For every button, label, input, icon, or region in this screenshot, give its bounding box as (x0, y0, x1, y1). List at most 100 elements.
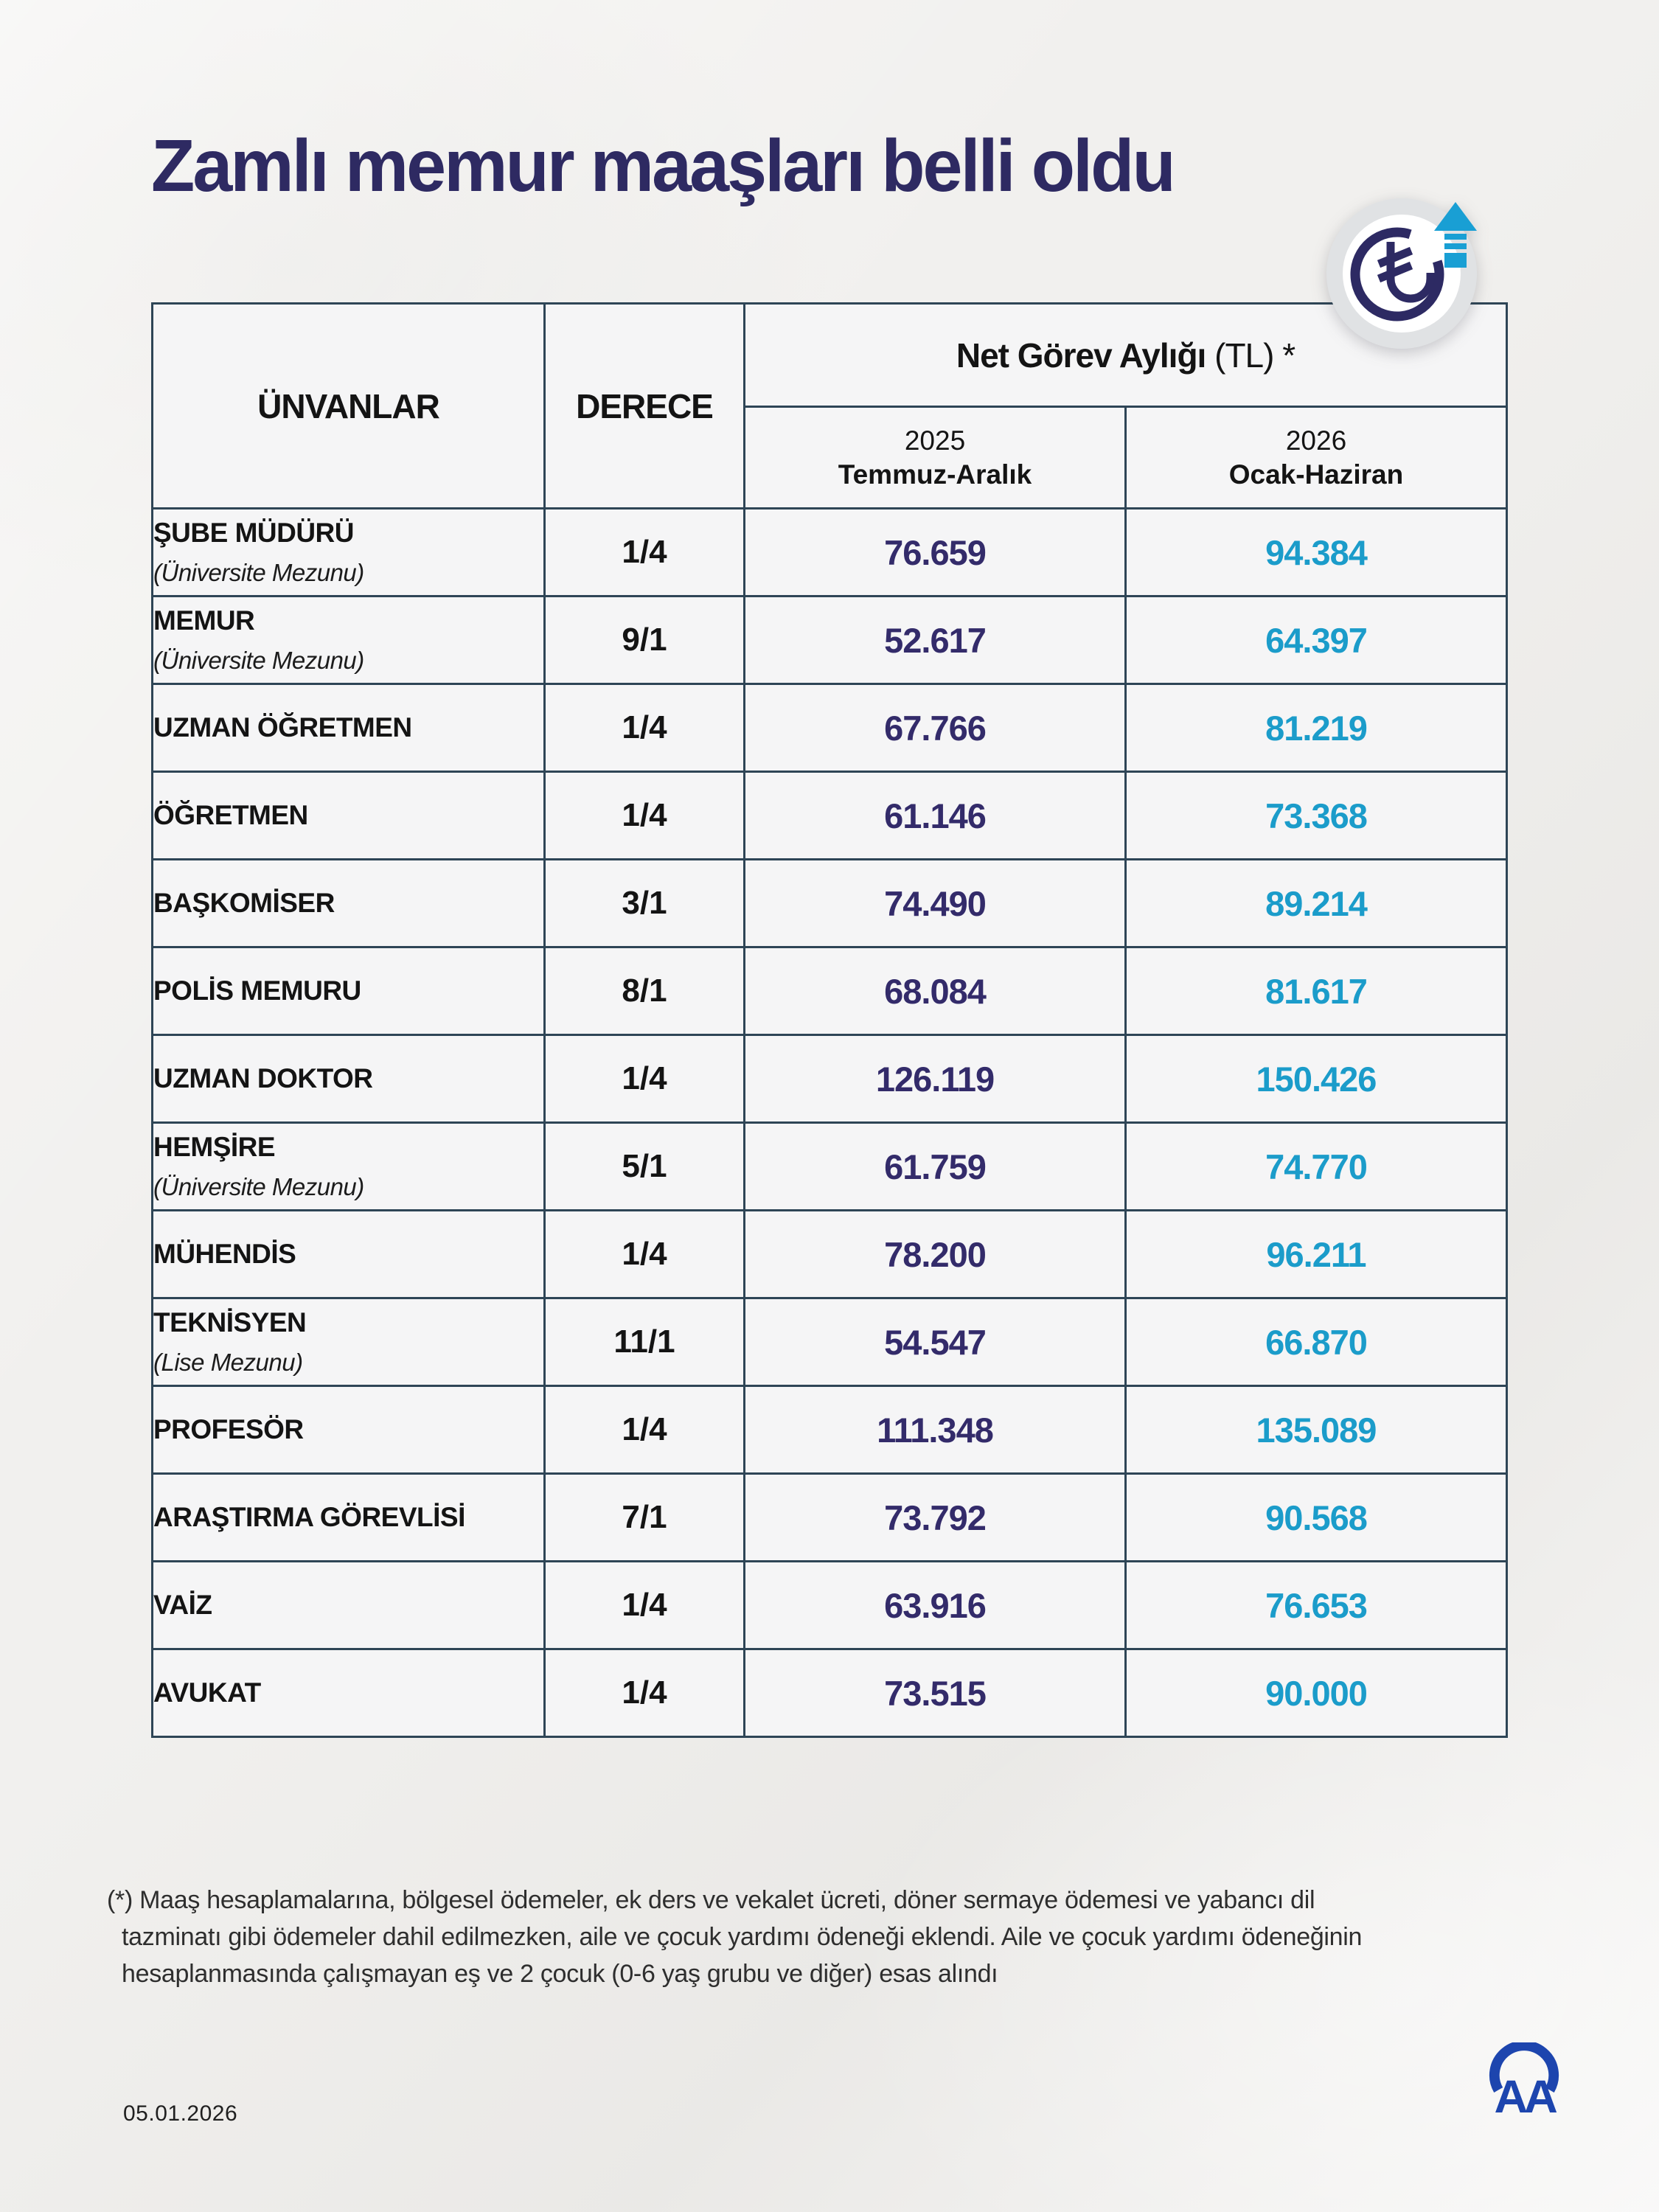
header-months-2025: Temmuz-Aralık (838, 459, 1032, 490)
page-title: Zamlı memur maaşları belli oldu (151, 125, 1176, 207)
row-title-cell: BAŞKOMİSER (151, 858, 546, 948)
lira-increase-icon-svg (1326, 198, 1477, 349)
row-title-cell: PROFESÖR (151, 1385, 546, 1475)
header-year-2026: 2026 (1285, 425, 1347, 456)
row-value-2026: 135.089 (1124, 1385, 1508, 1475)
table-header-row-1: ÜNVANLAR DERECE Net Görev Aylığı (TL) * (151, 302, 1508, 509)
row-title: UZMAN DOKTOR (153, 1063, 373, 1093)
row-value-2026: 66.870 (1124, 1297, 1508, 1387)
header-period-2026: 2026 Ocak-Haziran (1124, 406, 1508, 509)
header-unvanlar: ÜNVANLAR (151, 302, 546, 509)
row-value-2026: 76.653 (1124, 1560, 1508, 1650)
row-derece: 1/4 (543, 771, 745, 860)
row-value-2026: 90.000 (1124, 1648, 1508, 1738)
row-value-2025: 61.759 (743, 1121, 1127, 1211)
aa-logo-text: AA (1494, 2071, 1557, 2123)
row-title: ARAŞTIRMA GÖREVLİSİ (153, 1502, 465, 1532)
lira-symbol (1377, 242, 1435, 303)
row-derece: 9/1 (543, 595, 745, 685)
row-value-2025: 67.766 (743, 683, 1127, 773)
table-row: TEKNİSYEN (Lise Mezunu) 11/1 54.547 66.8… (151, 1297, 1508, 1387)
table-row: UZMAN ÖĞRETMEN 1/4 67.766 81.219 (151, 683, 1508, 773)
row-value-2026: 73.368 (1124, 771, 1508, 860)
row-subtitle: (Üniversite Mezunu) (153, 559, 364, 586)
table-header-row-2: 2025 Temmuz-Aralık 2026 Ocak-Haziran (153, 406, 1508, 509)
header-year-2025: 2025 (904, 425, 966, 456)
row-derece: 7/1 (543, 1472, 745, 1562)
row-value-2026: 89.214 (1124, 858, 1508, 948)
table-row: BAŞKOMİSER 3/1 74.490 89.214 (151, 858, 1508, 948)
row-title: UZMAN ÖĞRETMEN (153, 712, 412, 742)
up-arrow-icon (1434, 202, 1477, 268)
row-value-2026: 74.770 (1124, 1121, 1508, 1211)
row-title-cell: UZMAN ÖĞRETMEN (151, 683, 546, 773)
footnote-line-1: (*) Maaş hesaplamalarına, bölgesel ödeme… (107, 1886, 1315, 1914)
row-title-cell: ÖĞRETMEN (151, 771, 546, 860)
row-value-2026: 64.397 (1124, 595, 1508, 685)
header-derece: DERECE (543, 302, 745, 509)
row-value-2025: 111.348 (743, 1385, 1127, 1475)
row-title-cell: MEMUR (Üniversite Mezunu) (151, 595, 546, 685)
salary-table: ÜNVANLAR DERECE Net Görev Aylığı (TL) * … (151, 302, 1508, 1738)
row-derece: 1/4 (543, 1209, 745, 1299)
row-title: PROFESÖR (153, 1414, 304, 1444)
table-row: MEMUR (Üniversite Mezunu) 9/1 52.617 64.… (151, 595, 1508, 685)
row-derece: 1/4 (543, 1560, 745, 1650)
row-title: TEKNİSYEN (153, 1307, 307, 1338)
date-label: 05.01.2026 (123, 2101, 238, 2126)
row-derece: 1/4 (543, 1385, 745, 1475)
lira-increase-icon (1324, 196, 1479, 351)
row-derece: 11/1 (543, 1297, 745, 1387)
row-value-2025: 52.617 (743, 595, 1127, 685)
row-value-2026: 96.211 (1124, 1209, 1508, 1299)
table-row: UZMAN DOKTOR 1/4 126.119 150.426 (151, 1034, 1508, 1124)
row-title: AVUKAT (153, 1677, 261, 1708)
row-title: MÜHENDİS (153, 1239, 296, 1269)
row-derece: 1/4 (543, 507, 745, 597)
header-period-2025: 2025 Temmuz-Aralık (743, 406, 1127, 509)
row-subtitle: (Lise Mezunu) (153, 1349, 303, 1376)
row-derece: 1/4 (543, 683, 745, 773)
table-row: MÜHENDİS 1/4 78.200 96.211 (151, 1209, 1508, 1299)
row-derece: 3/1 (543, 858, 745, 948)
table-row: ŞUBE MÜDÜRÜ (Üniversite Mezunu) 1/4 76.6… (151, 507, 1508, 597)
row-title-cell: TEKNİSYEN (Lise Mezunu) (151, 1297, 546, 1387)
row-value-2025: 76.659 (743, 507, 1127, 597)
row-title: VAİZ (153, 1590, 212, 1620)
row-title: ÖĞRETMEN (153, 800, 308, 830)
row-title-cell: VAİZ (151, 1560, 546, 1650)
row-value-2025: 73.792 (743, 1472, 1127, 1562)
row-derece: 8/1 (543, 946, 745, 1036)
row-value-2025: 61.146 (743, 771, 1127, 860)
row-value-2025: 74.490 (743, 858, 1127, 948)
aa-agency-logo-svg: AA (1489, 2040, 1561, 2123)
header-net-gorev-note: (TL) * (1214, 335, 1295, 375)
row-value-2026: 90.568 (1124, 1472, 1508, 1562)
row-value-2025: 63.916 (743, 1560, 1127, 1650)
table-row: VAİZ 1/4 63.916 76.653 (151, 1560, 1508, 1650)
header-net-gorev-main: Net Görev Aylığı (956, 335, 1206, 375)
row-derece: 1/4 (543, 1034, 745, 1124)
row-value-2026: 81.617 (1124, 946, 1508, 1036)
row-title-cell: ARAŞTIRMA GÖREVLİSİ (151, 1472, 546, 1562)
row-title-cell: POLİS MEMURU (151, 946, 546, 1036)
row-title-cell: ŞUBE MÜDÜRÜ (Üniversite Mezunu) (151, 507, 546, 597)
row-value-2026: 150.426 (1124, 1034, 1508, 1124)
header-months-2026: Ocak-Haziran (1228, 459, 1404, 490)
row-title: ŞUBE MÜDÜRÜ (153, 518, 355, 548)
row-title-cell: MÜHENDİS (151, 1209, 546, 1299)
row-derece: 1/4 (543, 1648, 745, 1738)
row-title: HEMŞİRE (153, 1132, 276, 1162)
aa-agency-logo: AA (1484, 2040, 1565, 2124)
row-title-cell: AVUKAT (151, 1648, 546, 1738)
row-derece: 5/1 (543, 1121, 745, 1211)
footnote: (*) Maaş hesaplamalarına, bölgesel ödeme… (107, 1882, 1582, 1992)
footnote-line-3: hesaplanmasında çalışmayan eş ve 2 çocuk… (122, 1960, 998, 1988)
row-value-2026: 81.219 (1124, 683, 1508, 773)
table-row: ÖĞRETMEN 1/4 61.146 73.368 (151, 771, 1508, 860)
row-title-cell: HEMŞİRE (Üniversite Mezunu) (151, 1121, 546, 1211)
row-value-2025: 73.515 (743, 1648, 1127, 1738)
row-value-2025: 78.200 (743, 1209, 1127, 1299)
row-value-2025: 54.547 (743, 1297, 1127, 1387)
footnote-line-2: tazminatı gibi ödemeler dahil edilmezken… (122, 1923, 1363, 1951)
